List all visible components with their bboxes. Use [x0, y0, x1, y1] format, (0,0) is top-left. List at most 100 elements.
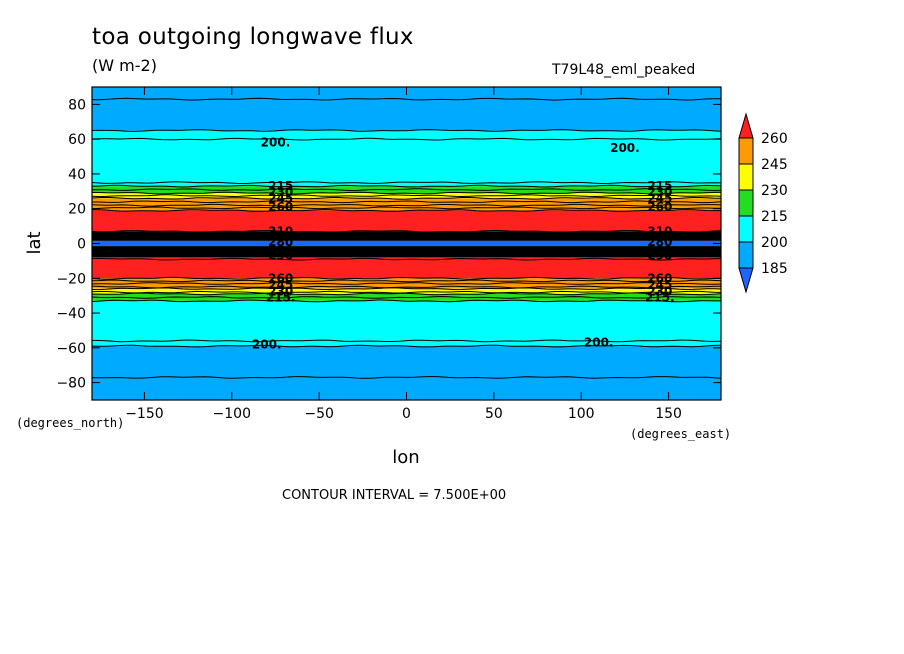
contour-line	[92, 376, 721, 379]
y-tick-label: −60	[56, 341, 86, 357]
contour-label: 260	[647, 271, 672, 285]
contour-label: 230	[647, 284, 672, 298]
contour-band	[92, 288, 721, 294]
y-tick-label: 80	[68, 97, 86, 113]
chart-title: toa outgoing longwave flux	[92, 24, 414, 50]
colorbar-segment	[738, 241, 754, 269]
contour-label: 280	[647, 235, 672, 249]
contour-label: 215.	[266, 290, 296, 304]
x-tick-label: 50	[485, 406, 503, 422]
colorbar-label: 215	[761, 209, 788, 225]
contour-line	[92, 247, 721, 251]
contour-line	[92, 188, 721, 192]
contour-label: 260	[268, 271, 293, 285]
contour-line	[92, 257, 721, 261]
contour-label: 245	[268, 278, 293, 292]
contour-label: 245	[647, 278, 672, 292]
contour-line	[92, 344, 721, 348]
colorbar-bottom-arrow	[738, 267, 754, 294]
contour-line	[92, 287, 721, 291]
contour-label: 290	[647, 249, 672, 263]
contour-band	[92, 300, 721, 347]
x-tick-label: −100	[213, 406, 251, 422]
contour-interval-note: CONTOUR INTERVAL = 7.500E+00	[282, 488, 507, 503]
x-tick-label: 100	[568, 406, 595, 422]
y-axis-label: lat	[24, 231, 45, 254]
contour-line	[92, 184, 721, 188]
colorbar-segment	[738, 215, 754, 243]
colorbar-label: 260	[761, 131, 788, 147]
contour-band	[92, 231, 721, 241]
y-units-label: (degrees_north)	[16, 416, 124, 430]
contour-label: 200.	[252, 337, 282, 351]
contour-label: 200.	[261, 136, 291, 150]
contour-band	[92, 240, 721, 247]
x-tick-label: −150	[125, 406, 163, 422]
x-axis-ticks: −150 −100 −50 0 50 100 150	[125, 87, 682, 422]
contour-label: 280	[268, 243, 293, 257]
contour-line	[92, 295, 721, 299]
contour-label: 245	[268, 191, 293, 205]
chart-units: (W m-2)	[92, 56, 157, 75]
contour-band	[92, 246, 721, 258]
contour-line	[92, 229, 721, 233]
colorbar-segment	[738, 189, 754, 217]
y-tick-label: −20	[56, 271, 86, 287]
contour-line	[92, 129, 721, 132]
contour-line	[92, 209, 721, 212]
x-axis-label: lon	[392, 447, 419, 468]
contour-label: 310	[647, 224, 672, 238]
y-tick-label: 40	[68, 167, 86, 183]
contour-label: 230	[647, 185, 672, 199]
y-tick-label: −80	[56, 376, 86, 392]
contour-label: 215	[268, 179, 293, 193]
contour-line	[92, 279, 721, 283]
contour-line	[92, 250, 721, 254]
contour-label: 200.	[610, 141, 640, 155]
contour-band	[92, 210, 721, 232]
y-tick-label: 20	[68, 202, 86, 218]
contour-label: 290	[268, 249, 293, 263]
contour-label: 290	[647, 230, 672, 244]
contour-label: 230	[268, 284, 293, 298]
x-tick-label: −50	[304, 406, 334, 422]
contour-band	[92, 257, 721, 279]
contour-label: 280	[647, 243, 672, 257]
x-units-label: (degrees_east)	[630, 427, 731, 441]
contour-label: 310	[268, 224, 293, 238]
contour-line	[92, 276, 721, 280]
contour-line	[92, 254, 721, 258]
contour-label: 200.	[584, 336, 614, 350]
colorbar-label: 185	[761, 261, 788, 277]
contour-line	[92, 236, 721, 240]
run-label: T79L48_eml_peaked	[552, 62, 696, 78]
contour-line	[92, 191, 721, 195]
contour-line	[92, 97, 721, 101]
contour-line	[92, 339, 721, 343]
contour-band	[92, 346, 721, 400]
contour-line	[92, 196, 721, 200]
contour-label: 260	[647, 200, 672, 214]
colorbar-segment	[738, 163, 754, 191]
contour-label: 230	[268, 185, 293, 199]
colorbar: 260 245 230 215 200 185	[738, 112, 788, 294]
y-axis-ticks: −80 −60 −40 −20 0 20 40 60 80	[56, 97, 721, 392]
contour-band	[92, 278, 721, 289]
colorbar-label: 200	[761, 235, 788, 251]
x-tick-label: 0	[402, 406, 411, 422]
contour-line	[92, 181, 721, 185]
colorbar-segment	[738, 137, 754, 165]
contour-label: 245	[647, 191, 672, 205]
contour-line	[92, 200, 721, 204]
contour-line	[92, 194, 721, 198]
y-tick-label: 0	[77, 237, 86, 253]
colorbar-label: 230	[761, 183, 788, 199]
contour-line	[92, 292, 721, 296]
contour-line	[92, 203, 721, 207]
contour-line	[92, 299, 721, 303]
contour-lines	[92, 97, 721, 379]
contour-label: 215	[647, 179, 672, 193]
y-tick-label: −40	[56, 306, 86, 322]
contour-label: 215.	[645, 290, 675, 304]
